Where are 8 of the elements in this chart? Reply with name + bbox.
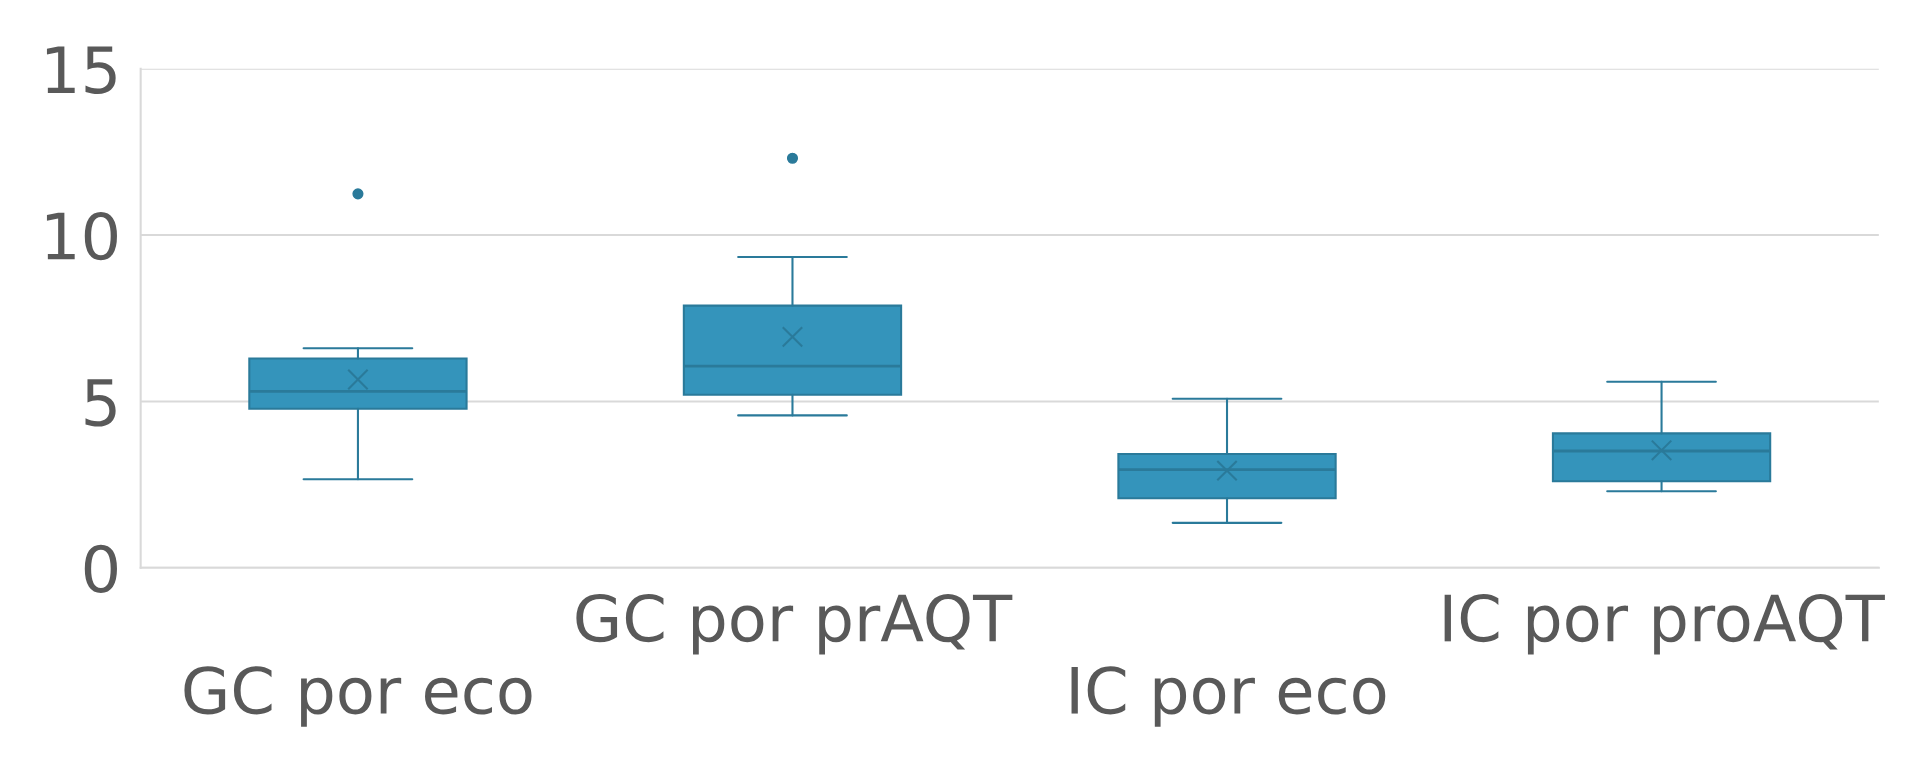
x-tick-label: GC por prAQT: [576, 593, 1013, 655]
y-tick-label: 5: [85, 379, 116, 427]
y-tick-label: 15: [46, 46, 116, 94]
y-tick-label: 10: [46, 211, 117, 261]
x-tick-label: IC por proAQT: [1444, 593, 1885, 655]
x-tick-label: GC por eco: [184, 666, 532, 727]
x-tick-label: IC por eco: [1071, 666, 1386, 727]
y-tick-label: 0: [84, 544, 117, 593]
